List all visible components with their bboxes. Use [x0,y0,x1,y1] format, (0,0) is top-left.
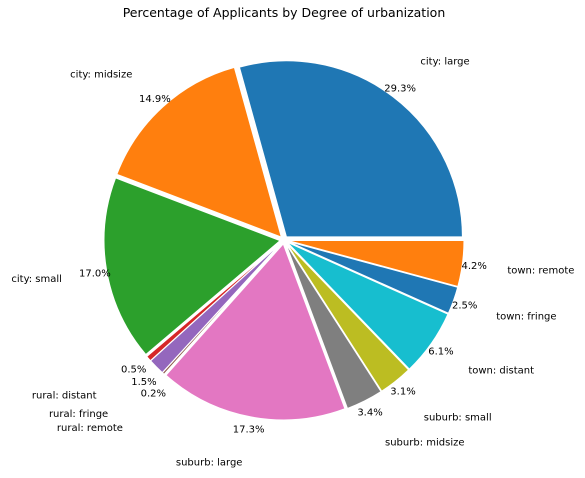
pct-label-rural-distant: 0.5% [121,364,146,375]
slice-city-small [103,177,282,356]
pct-label-rural-fringe: 1.5% [131,377,156,388]
pct-label-town-distant: 6.1% [428,346,453,357]
slice-city-midsize [116,66,283,238]
category-label-suburb-large: suburb: large [176,457,243,468]
category-label-town-fringe: town: fringe [496,312,556,323]
category-label-suburb-midsize: suburb: midsize [385,437,465,448]
slice-suburb-large [165,242,346,421]
pct-label-rural-remote: 0.2% [141,388,166,399]
slice-suburb-small [286,242,410,392]
category-label-suburb-small: suburb: small [424,413,492,424]
category-label-rural-fringe: rural: fringe [49,409,108,420]
pct-label-town-fringe: 2.5% [452,300,477,311]
category-label-rural-distant: rural: distant [32,390,97,401]
pct-label-town-remote: 4.2% [461,261,486,272]
category-label-city-small: city: small [11,274,62,285]
category-label-town-distant: town: distant [468,366,534,377]
category-label-rural-remote: rural: remote [57,423,123,434]
pct-label-suburb-midsize: 3.4% [357,407,382,418]
category-label-town-remote: town: remote [507,266,574,277]
pct-label-city-midsize: 14.9% [139,94,171,105]
slice-city-large [238,60,463,238]
pct-label-city-large: 29.3% [384,83,416,94]
chart-title: Percentage of Applicants by Degree of ur… [123,5,446,20]
slice-town-distant [286,241,449,370]
pct-label-suburb-small: 3.1% [390,386,415,397]
slice-town-fringe [287,240,459,314]
slice-town-remote [287,240,465,288]
category-label-city-large: city: large [420,57,469,68]
slice-suburb-midsize [285,243,382,410]
pct-label-city-small: 17.0% [79,268,111,279]
slice-rural-remote [161,242,282,375]
category-label-city-midsize: city: midsize [70,69,132,80]
pct-label-suburb-large: 17.3% [233,425,265,436]
